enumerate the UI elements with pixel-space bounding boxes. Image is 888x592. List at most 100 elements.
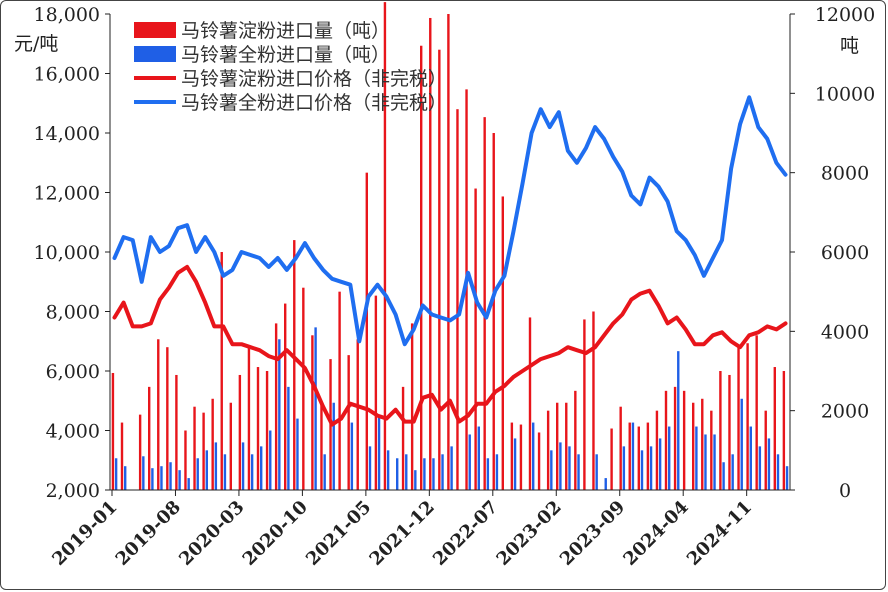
- starch-import-volume-bar: [247, 347, 251, 490]
- right-tick-label: 10000: [815, 83, 875, 105]
- starch-import-volume-bar: [628, 422, 631, 490]
- left-tick-label: 12,000: [34, 183, 100, 205]
- flour-import-volume-bar: [269, 430, 272, 490]
- flour-import-volume-bar: [124, 466, 127, 490]
- starch-import-volume-bar: [211, 398, 214, 490]
- flour-import-volume-bar: [386, 450, 390, 490]
- starch-import-volume-bar: [755, 335, 758, 490]
- starch-import-volume-bar: [410, 323, 414, 490]
- x-tick-label: 2023-09: [556, 497, 629, 570]
- flour-import-volume-bar: [604, 478, 607, 490]
- flour-import-volume-bar: [441, 454, 444, 490]
- flour-import-volume-bar: [296, 418, 299, 490]
- starch-import-volume-bar: [565, 402, 568, 490]
- starch-import-volume-bar: [646, 422, 650, 490]
- starch-import-volume-bar: [429, 17, 432, 490]
- starch-import-volume-bar: [356, 339, 359, 490]
- x-tick-label: 2022-07: [429, 497, 502, 570]
- starch-import-volume-bar: [701, 398, 704, 490]
- x-tick-label: 2023-02: [493, 497, 566, 570]
- starch-import-volume-bar: [157, 339, 160, 490]
- starch-import-volume-bar: [556, 402, 559, 490]
- starch-import-volume-bar: [284, 303, 287, 490]
- starch-import-volume-bar: [229, 402, 232, 490]
- starch-import-volume-bar: [465, 89, 468, 490]
- flour-import-volume-bar: [187, 478, 190, 490]
- flour-import-volume-bar: [767, 438, 771, 490]
- x-tick-label: 2019-08: [112, 497, 185, 570]
- starch-import-volume-bar: [120, 422, 124, 490]
- starch-import-volume-bar: [682, 390, 686, 490]
- right-tick-label: 4000: [821, 321, 869, 343]
- flour-import-volume-bar: [423, 458, 426, 490]
- flour-import-volume-bar: [776, 454, 780, 490]
- flour-import-volume-bar: [677, 351, 680, 490]
- line-layer: [112, 95, 788, 427]
- x-tick-label: 2021-12: [366, 497, 439, 570]
- starch-import-volume-bar: [184, 430, 187, 490]
- x-tick-labels: 2019-012019-082020-032020-102021-052021-…: [48, 490, 756, 570]
- legend-label: 马铃薯淀粉进口量（吨）: [181, 20, 390, 42]
- flour-import-volume-bar: [550, 450, 553, 490]
- starch-import-volume-bar: [311, 335, 314, 490]
- flour-import-volume-bar: [278, 339, 281, 490]
- flour-import-volume-bar: [450, 446, 453, 490]
- flour-import-volume-bar: [214, 442, 218, 490]
- starch-import-volume-bar: [501, 196, 504, 490]
- starch-import-volume-bar: [175, 374, 178, 490]
- right-tick-label: 0: [839, 480, 851, 502]
- left-tick-label: 6,000: [46, 361, 100, 383]
- flour-import-volume-bar: [287, 386, 290, 490]
- left-tick-label: 14,000: [34, 123, 100, 145]
- x-tick-label: 2021-05: [302, 497, 375, 570]
- starch-import-volume-bar: [111, 372, 115, 490]
- x-tick-label: 2024-11: [683, 497, 756, 570]
- flour-import-volume-bar: [631, 422, 635, 490]
- flour-import-volume-bar: [658, 438, 662, 490]
- right-tick-label: 8000: [821, 163, 869, 185]
- flour-import-volume-bar: [405, 454, 408, 490]
- starch-import-volume-bar: [664, 390, 668, 490]
- flour-import-volume-bar: [223, 454, 227, 490]
- starch-import-volume-bar: [293, 240, 296, 490]
- flour-import-volume-bar: [260, 446, 263, 490]
- right-unit-label: 吨: [840, 35, 859, 57]
- legend-label: 马铃薯淀粉进口价格（非完税）: [181, 68, 447, 90]
- starch-import-volume-bar: [438, 49, 441, 490]
- starch-import-volume-bar: [320, 402, 323, 490]
- starch-import-volume-bar: [728, 374, 731, 490]
- starch-import-volume-bar: [782, 371, 786, 490]
- starch-import-volume-bar: [546, 410, 550, 490]
- starch-import-volume-bar: [193, 406, 196, 490]
- flour-import-volume-bar: [758, 446, 762, 490]
- legend: 马铃薯淀粉进口量（吨）马铃薯全粉进口量（吨）马铃薯淀粉进口价格（非完税）马铃薯全…: [134, 20, 447, 114]
- right-tick-labels: 0 2000 4000 6000 8000 10000 12000: [790, 4, 875, 502]
- flour-import-volume-bar: [622, 446, 626, 490]
- left-tick-label: 4,000: [46, 421, 100, 443]
- starch-import-volume-bar: [374, 295, 378, 490]
- legend-swatch: [134, 46, 176, 62]
- flour-import-volume-bar: [169, 462, 172, 490]
- starch-import-volume-bar: [338, 291, 341, 490]
- starch-import-volume-bar: [692, 402, 695, 490]
- starch-import-volume-bar: [365, 172, 368, 490]
- flour-import-volume-bar: [368, 446, 372, 490]
- flour-import-volume-bar: [377, 414, 381, 490]
- starch-import-volume-bar: [274, 323, 278, 490]
- starch-import-volume-bar: [420, 45, 423, 490]
- flour-import-volume-bar: [559, 442, 562, 490]
- starch-import-volume-bar: [166, 347, 169, 490]
- starch-import-volume-bar: [202, 412, 205, 490]
- starch-import-volume-bar: [764, 410, 767, 490]
- flour-import-volume-bar: [196, 458, 199, 490]
- starch-import-volume-bar: [583, 319, 586, 490]
- flour-import-volume-bar: [640, 450, 644, 490]
- left-tick-label: 16,000: [34, 64, 100, 86]
- flour-import-volume-bar: [595, 454, 598, 490]
- starch-import-volume-bar: [673, 386, 677, 490]
- starch-import-volume-bar: [655, 410, 659, 490]
- flour-import-volume-bar: [151, 468, 154, 490]
- flour-import-volume-bar: [785, 466, 789, 490]
